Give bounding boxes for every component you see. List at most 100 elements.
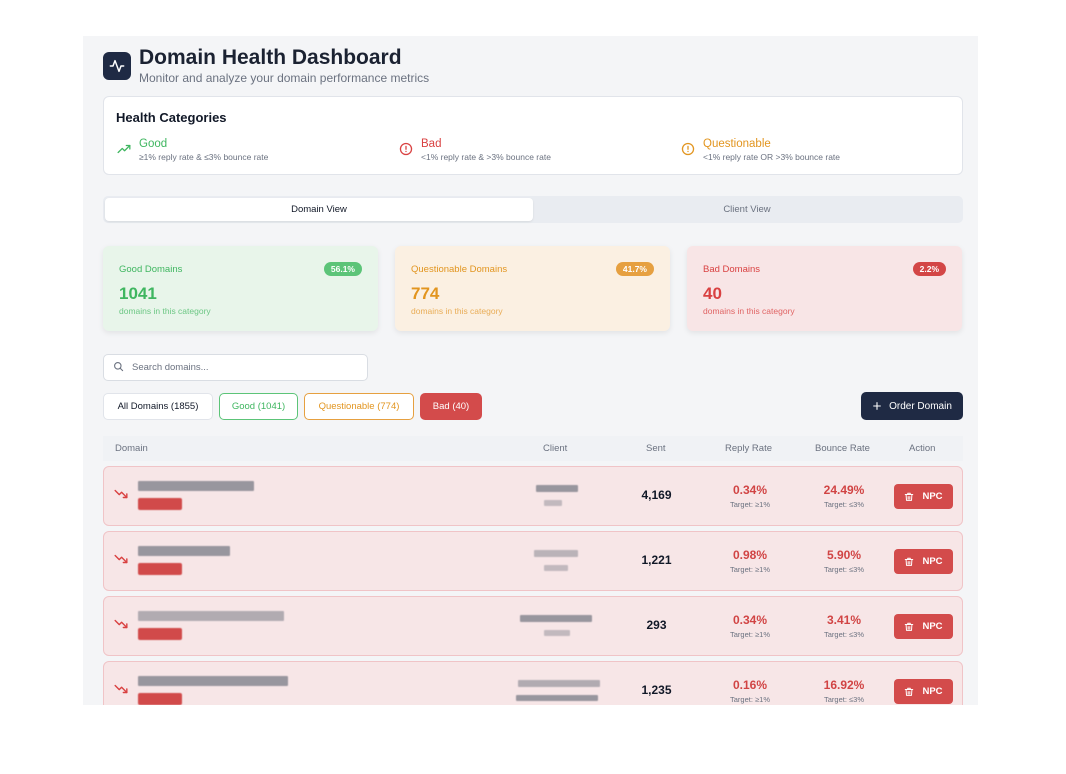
bounce-rate-cell: 16.92% Target: ≤3% <box>809 678 879 704</box>
trending-up-icon <box>116 141 132 157</box>
table-row[interactable]: 4,169 0.34% Target: ≥1% 24.49% Target: ≤… <box>103 466 963 526</box>
plus-icon <box>872 401 882 411</box>
stat-card-good: Good Domains 56.1% 1041 domains in this … <box>103 246 378 331</box>
search-box <box>103 354 368 381</box>
sent-count: 1,235 <box>641 683 672 697</box>
col-domain: Domain <box>115 443 148 454</box>
trending-down-icon <box>114 487 128 506</box>
trash-icon <box>905 687 914 696</box>
alert-circle-icon <box>680 141 696 157</box>
col-client: Client <box>543 443 568 454</box>
order-domain-label: Order Domain <box>889 400 952 412</box>
category-good-desc: ≥1% reply rate & ≤3% bounce rate <box>139 152 269 162</box>
table-row[interactable]: 1,235 0.16% Target: ≥1% 16.92% Target: ≤… <box>103 661 963 705</box>
client-name-redacted <box>534 550 578 557</box>
stat-bad-sub: domains in this category <box>703 306 795 316</box>
status-badge-redacted <box>138 563 182 575</box>
domain-name-redacted <box>138 676 288 686</box>
filter-bad[interactable]: Bad (40) <box>420 393 482 420</box>
trash-icon <box>905 492 914 501</box>
npc-button[interactable]: NPC <box>894 614 953 639</box>
table-row[interactable]: 1,221 0.98% Target: ≥1% 5.90% Target: ≤3… <box>103 531 963 591</box>
reply-rate-value: 0.34% <box>732 613 768 627</box>
category-good: Good ≥1% reply rate & ≤3% bounce rate <box>116 137 268 162</box>
search-input[interactable] <box>132 362 332 373</box>
npc-label: NPC <box>922 556 943 567</box>
bounce-rate-target: Target: ≤3% <box>824 565 864 574</box>
stat-questionable-label: Questionable Domains <box>411 264 508 275</box>
filter-all-domains[interactable]: All Domains (1855) <box>103 393 213 420</box>
filter-questionable[interactable]: Questionable (774) <box>304 393 414 420</box>
reply-rate-cell: 0.98% Target: ≥1% <box>715 548 785 574</box>
stat-good-count: 1041 <box>119 284 157 303</box>
stat-good-percent-badge: 56.1% <box>323 262 362 276</box>
bounce-rate-cell: 24.49% Target: ≤3% <box>809 483 879 509</box>
health-categories-panel: Health Categories Good ≥1% reply rate & … <box>103 96 963 175</box>
reply-rate-value: 0.16% <box>732 678 768 692</box>
stat-bad-count: 40 <box>703 284 722 303</box>
page-header: Domain Health Dashboard Monitor and anal… <box>103 46 429 85</box>
status-badge-redacted <box>138 498 182 510</box>
client-sub-redacted <box>544 630 570 636</box>
category-bad-name: Bad <box>421 138 442 150</box>
dashboard-app: Domain Health Dashboard Monitor and anal… <box>83 36 978 705</box>
npc-label: NPC <box>922 686 943 697</box>
status-badge-redacted <box>138 628 182 640</box>
reply-rate-cell: 0.34% Target: ≥1% <box>715 613 785 639</box>
npc-label: NPC <box>922 491 943 502</box>
trash-icon <box>905 622 914 631</box>
client-name-redacted <box>518 680 600 687</box>
client-sub-redacted <box>544 500 562 506</box>
alert-circle-icon <box>398 141 414 157</box>
bounce-rate-value: 16.92% <box>823 678 865 692</box>
stat-good-sub: domains in this category <box>119 306 211 316</box>
bounce-rate-cell: 5.90% Target: ≤3% <box>809 548 879 574</box>
reply-rate-value: 0.98% <box>732 548 768 562</box>
bounce-rate-value: 5.90% <box>826 548 862 562</box>
bounce-rate-value: 3.41% <box>826 613 862 627</box>
npc-button[interactable]: NPC <box>894 679 953 704</box>
bounce-rate-cell: 3.41% Target: ≤3% <box>809 613 879 639</box>
npc-button[interactable]: NPC <box>894 549 953 574</box>
trending-down-icon <box>114 682 128 701</box>
page-subtitle: Monitor and analyze your domain performa… <box>139 71 430 85</box>
reply-rate-target: Target: ≥1% <box>730 695 770 704</box>
reply-rate-cell: 0.16% Target: ≥1% <box>715 678 785 704</box>
status-badge-redacted <box>138 693 182 705</box>
col-bounce-rate: Bounce Rate <box>815 443 870 454</box>
stat-questionable-percent-badge: 41.7% <box>615 262 654 276</box>
trending-down-icon <box>114 617 128 636</box>
col-action: Action <box>909 443 936 454</box>
trash-icon <box>905 557 914 566</box>
tab-domain-view[interactable]: Domain View <box>105 198 533 221</box>
sent-count: 293 <box>646 618 667 632</box>
activity-icon <box>103 52 131 80</box>
tab-client-view[interactable]: Client View <box>723 204 771 215</box>
client-name-redacted <box>536 485 578 492</box>
filter-good[interactable]: Good (1041) <box>219 393 298 420</box>
stat-card-bad: Bad Domains 2.2% 40 domains in this cate… <box>687 246 962 331</box>
category-bad: Bad <1% reply rate & >3% bounce rate <box>398 137 551 162</box>
reply-rate-target: Target: ≥1% <box>730 565 770 574</box>
stat-good-label: Good Domains <box>119 264 183 275</box>
search-icon <box>113 359 124 377</box>
order-domain-button[interactable]: Order Domain <box>861 392 963 420</box>
client-sub-redacted <box>516 695 598 701</box>
category-bad-desc: <1% reply rate & >3% bounce rate <box>421 152 551 162</box>
client-name-redacted <box>520 615 592 622</box>
domain-name-redacted <box>138 481 254 491</box>
table-row[interactable]: 293 0.34% Target: ≥1% 3.41% Target: ≤3% … <box>103 596 963 656</box>
stat-card-questionable: Questionable Domains 41.7% 774 domains i… <box>395 246 670 331</box>
reply-rate-target: Target: ≥1% <box>730 500 770 509</box>
domain-name-redacted <box>138 611 284 621</box>
stat-bad-percent-badge: 2.2% <box>912 262 946 276</box>
category-questionable: Questionable <1% reply rate OR >3% bounc… <box>680 137 840 162</box>
bounce-rate-target: Target: ≤3% <box>824 695 864 704</box>
reply-rate-target: Target: ≥1% <box>730 630 770 639</box>
trending-down-icon <box>114 552 128 571</box>
bounce-rate-target: Target: ≤3% <box>824 500 864 509</box>
col-sent: Sent <box>646 443 666 454</box>
bounce-rate-target: Target: ≤3% <box>824 630 864 639</box>
health-categories-title: Health Categories <box>116 110 227 125</box>
npc-button[interactable]: NPC <box>894 484 953 509</box>
